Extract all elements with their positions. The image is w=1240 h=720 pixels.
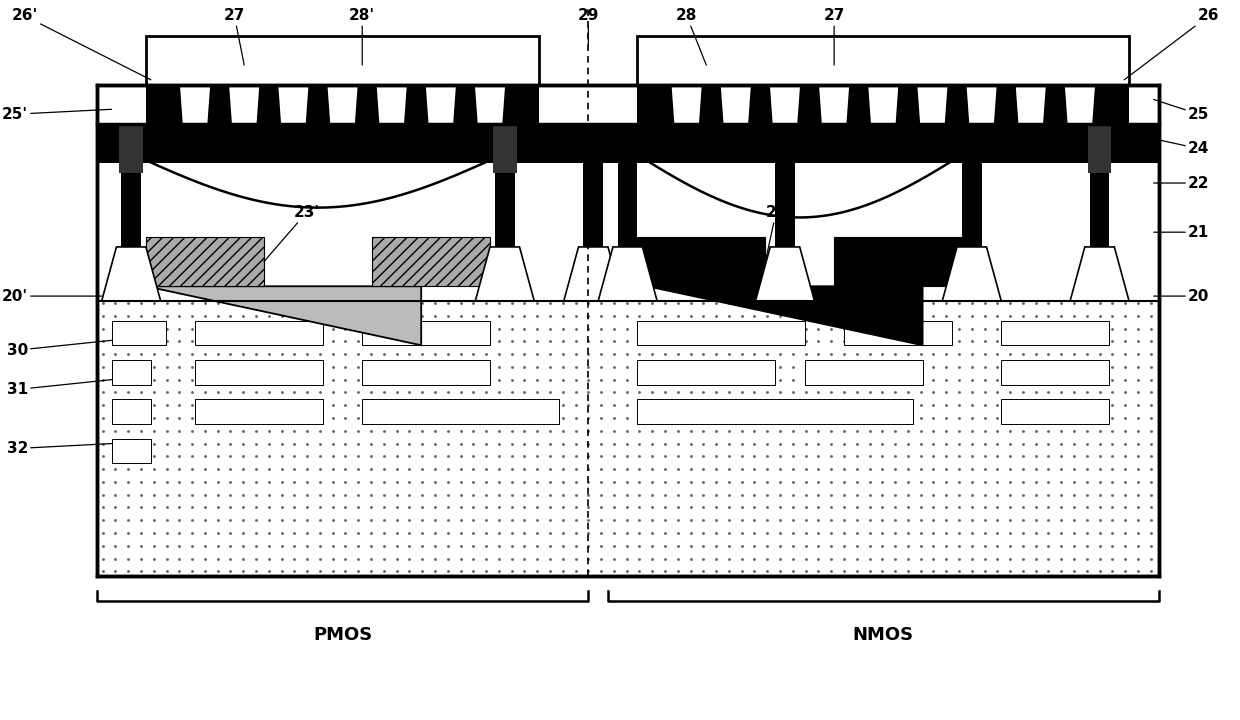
Text: NMOS: NMOS — [853, 626, 914, 644]
Text: 21: 21 — [1153, 225, 1209, 240]
Polygon shape — [816, 35, 853, 124]
Polygon shape — [422, 35, 460, 124]
Bar — [1001, 360, 1110, 384]
Text: 29: 29 — [578, 9, 599, 45]
Polygon shape — [324, 35, 361, 124]
Bar — [97, 85, 1158, 576]
Bar — [112, 360, 151, 384]
Bar — [372, 237, 490, 287]
Bar — [362, 320, 490, 346]
Polygon shape — [1012, 35, 1049, 124]
Text: 23': 23' — [264, 205, 320, 261]
Bar — [195, 400, 322, 424]
Bar — [195, 320, 322, 346]
Bar — [1001, 400, 1110, 424]
Bar — [637, 320, 805, 346]
Text: 22: 22 — [1153, 176, 1209, 191]
Text: 24: 24 — [1153, 139, 1209, 156]
Text: 27: 27 — [223, 9, 246, 65]
Bar — [1087, 124, 1111, 174]
Bar — [195, 360, 322, 384]
Polygon shape — [668, 35, 706, 124]
Bar — [119, 124, 143, 174]
Bar — [584, 134, 603, 301]
Bar — [97, 124, 1158, 163]
Text: 20': 20' — [1, 289, 102, 304]
Bar — [97, 85, 1158, 124]
Bar — [112, 438, 151, 463]
Bar — [494, 124, 517, 174]
Bar — [362, 400, 559, 424]
Bar — [1090, 134, 1110, 301]
Polygon shape — [471, 35, 508, 124]
Bar — [637, 237, 765, 287]
Text: 20: 20 — [1153, 289, 1209, 304]
Text: 32: 32 — [6, 441, 112, 456]
Polygon shape — [102, 247, 161, 301]
Polygon shape — [755, 247, 815, 301]
Bar — [97, 85, 1158, 576]
Text: 28: 28 — [676, 9, 707, 65]
Text: 23: 23 — [765, 205, 786, 261]
Polygon shape — [475, 247, 534, 301]
Bar — [835, 237, 962, 287]
Text: 28': 28' — [350, 9, 376, 65]
Polygon shape — [963, 35, 1001, 124]
Polygon shape — [373, 35, 410, 124]
Bar — [146, 35, 539, 85]
Bar — [775, 134, 795, 301]
Bar — [122, 134, 141, 301]
Bar — [962, 134, 982, 301]
Bar — [495, 134, 515, 301]
Polygon shape — [146, 287, 422, 346]
Text: 26: 26 — [1125, 9, 1219, 80]
Bar — [637, 35, 1130, 85]
Bar — [1001, 320, 1110, 346]
Text: 25': 25' — [1, 107, 112, 122]
Polygon shape — [647, 287, 923, 346]
Text: 27: 27 — [823, 9, 844, 65]
Polygon shape — [942, 247, 1001, 301]
Bar — [97, 163, 1158, 301]
Bar — [844, 320, 952, 346]
Text: PMOS: PMOS — [312, 626, 372, 644]
Polygon shape — [564, 247, 622, 301]
Polygon shape — [1061, 35, 1099, 124]
Text: 31: 31 — [6, 379, 112, 397]
Text: 30: 30 — [6, 341, 112, 358]
Bar — [146, 237, 264, 287]
Polygon shape — [914, 35, 951, 124]
Bar — [112, 400, 151, 424]
Bar — [637, 35, 1130, 124]
Polygon shape — [226, 35, 263, 124]
Polygon shape — [766, 35, 804, 124]
Polygon shape — [1070, 247, 1130, 301]
Bar — [637, 360, 775, 384]
Polygon shape — [176, 35, 213, 124]
Text: 25: 25 — [1153, 99, 1209, 122]
Bar — [637, 400, 913, 424]
Bar — [618, 134, 637, 301]
Bar — [805, 360, 923, 384]
Polygon shape — [598, 247, 657, 301]
Bar — [112, 320, 166, 346]
Text: 26': 26' — [11, 9, 151, 80]
Polygon shape — [864, 35, 901, 124]
Polygon shape — [717, 35, 754, 124]
Polygon shape — [275, 35, 312, 124]
Bar — [362, 360, 490, 384]
Bar — [146, 35, 539, 124]
